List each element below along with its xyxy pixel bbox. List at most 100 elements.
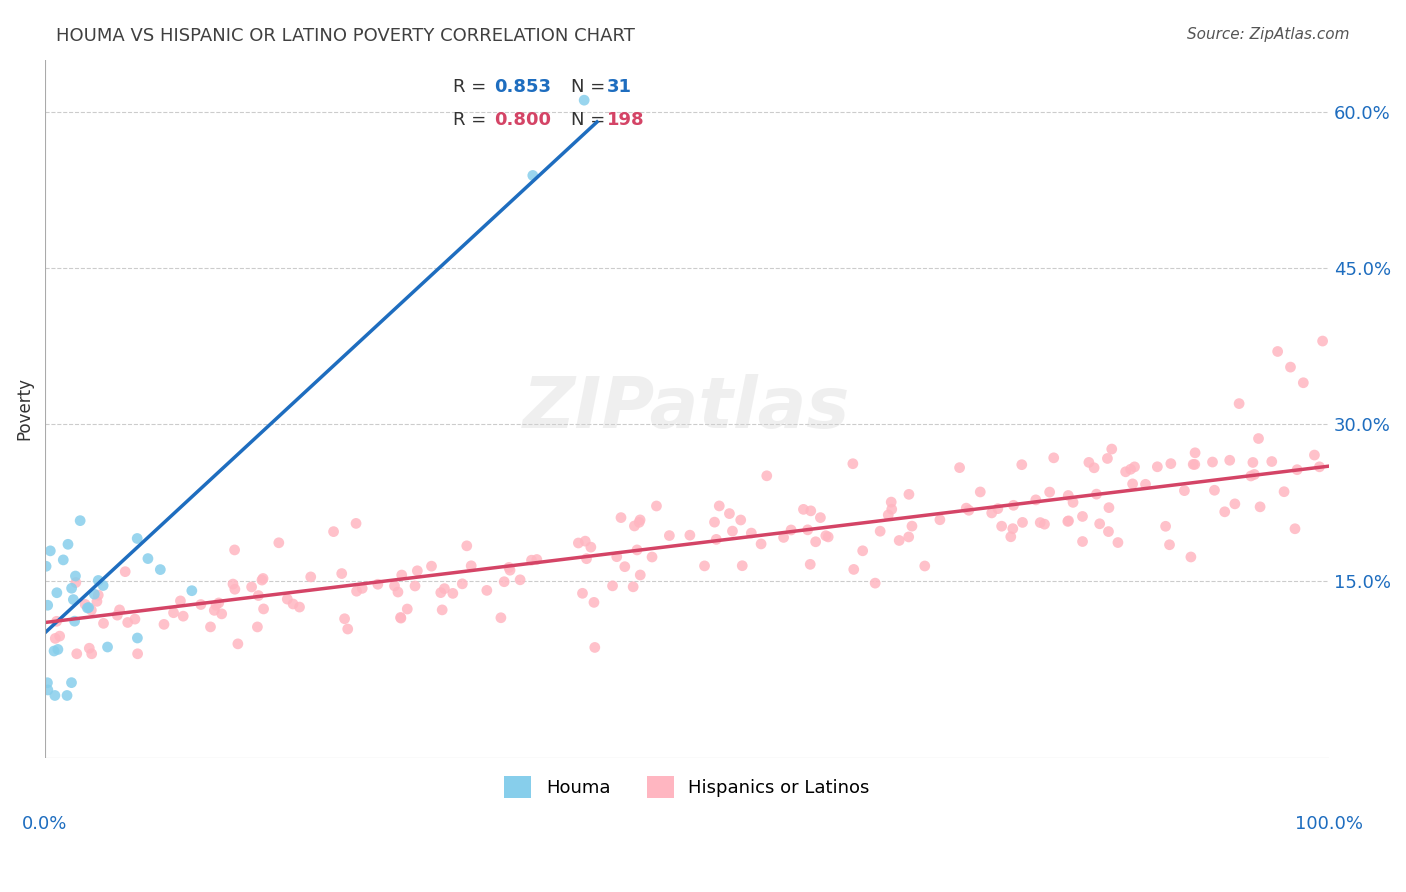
Point bbox=[810, 510, 832, 524]
Point bbox=[475, 583, 498, 598]
Point bbox=[526, 552, 548, 566]
Point bbox=[136, 551, 159, 566]
Point bbox=[990, 519, 1012, 533]
Point bbox=[224, 582, 246, 597]
Point bbox=[489, 611, 512, 625]
Point bbox=[1312, 334, 1334, 348]
Point bbox=[1241, 455, 1264, 469]
Point bbox=[441, 586, 464, 600]
Point bbox=[1292, 376, 1315, 390]
Point bbox=[205, 598, 228, 612]
Point bbox=[772, 530, 794, 544]
Point bbox=[842, 457, 865, 471]
Point bbox=[1123, 459, 1146, 474]
Point bbox=[1001, 522, 1024, 536]
Point bbox=[127, 631, 149, 645]
Point bbox=[606, 549, 628, 564]
Point bbox=[679, 528, 702, 542]
Point bbox=[62, 592, 84, 607]
Point bbox=[60, 581, 83, 595]
Point bbox=[842, 562, 865, 576]
Point bbox=[1243, 467, 1265, 482]
Point bbox=[346, 584, 368, 599]
Point bbox=[1223, 497, 1246, 511]
Point bbox=[404, 579, 426, 593]
Point bbox=[602, 579, 624, 593]
Point bbox=[804, 534, 827, 549]
Point bbox=[460, 558, 482, 573]
Y-axis label: Poverty: Poverty bbox=[15, 377, 32, 441]
Point bbox=[1284, 522, 1306, 536]
Point bbox=[969, 485, 991, 500]
Point bbox=[1071, 509, 1094, 524]
Point bbox=[250, 573, 273, 587]
Point bbox=[1267, 344, 1289, 359]
Point bbox=[626, 542, 648, 557]
Point bbox=[42, 644, 65, 658]
Point bbox=[1122, 476, 1144, 491]
Point bbox=[162, 606, 184, 620]
Point bbox=[814, 529, 837, 543]
Point bbox=[202, 603, 225, 617]
Point bbox=[928, 513, 950, 527]
Point bbox=[1272, 484, 1295, 499]
Text: 31: 31 bbox=[607, 78, 633, 95]
Point bbox=[957, 503, 980, 517]
Point bbox=[169, 594, 191, 608]
Point bbox=[740, 526, 762, 541]
Point bbox=[796, 523, 818, 537]
Point bbox=[396, 602, 419, 616]
Point bbox=[63, 614, 86, 628]
Point bbox=[48, 629, 70, 643]
Point bbox=[645, 499, 668, 513]
Text: R =: R = bbox=[453, 112, 492, 129]
Point bbox=[1146, 459, 1168, 474]
Point bbox=[80, 603, 103, 617]
Point bbox=[817, 530, 839, 544]
Point bbox=[172, 609, 194, 624]
Point bbox=[45, 615, 67, 629]
Point bbox=[330, 566, 353, 581]
Point bbox=[955, 501, 977, 516]
Point bbox=[709, 499, 731, 513]
Point bbox=[1247, 432, 1270, 446]
Point bbox=[755, 468, 778, 483]
Point bbox=[509, 573, 531, 587]
Point bbox=[87, 574, 110, 588]
Point bbox=[240, 580, 263, 594]
Point bbox=[1097, 524, 1119, 539]
Point bbox=[1057, 514, 1080, 528]
Point bbox=[1083, 460, 1105, 475]
Point bbox=[430, 585, 453, 599]
Point bbox=[730, 513, 752, 527]
Point bbox=[226, 637, 249, 651]
Point bbox=[56, 537, 79, 551]
Point bbox=[200, 620, 222, 634]
Point bbox=[79, 641, 101, 656]
Point bbox=[37, 599, 59, 613]
Text: R =: R = bbox=[453, 78, 492, 95]
Point bbox=[1115, 465, 1137, 479]
Point bbox=[456, 539, 478, 553]
Point bbox=[880, 502, 903, 516]
Point bbox=[149, 563, 172, 577]
Point bbox=[628, 516, 651, 530]
Point bbox=[1184, 446, 1206, 460]
Text: 0.800: 0.800 bbox=[495, 112, 551, 129]
Point bbox=[1227, 396, 1250, 410]
Point bbox=[1159, 538, 1181, 552]
Point bbox=[1201, 455, 1223, 469]
Point bbox=[704, 533, 727, 547]
Text: Source: ZipAtlas.com: Source: ZipAtlas.com bbox=[1187, 27, 1350, 42]
Point bbox=[780, 523, 803, 537]
Point bbox=[65, 569, 87, 583]
Point bbox=[792, 502, 814, 516]
Point bbox=[799, 558, 821, 572]
Point bbox=[571, 586, 593, 600]
Point bbox=[889, 533, 911, 548]
Point bbox=[1182, 458, 1205, 472]
Point bbox=[52, 553, 75, 567]
Point bbox=[1098, 500, 1121, 515]
Point bbox=[721, 524, 744, 538]
Point bbox=[87, 588, 110, 602]
